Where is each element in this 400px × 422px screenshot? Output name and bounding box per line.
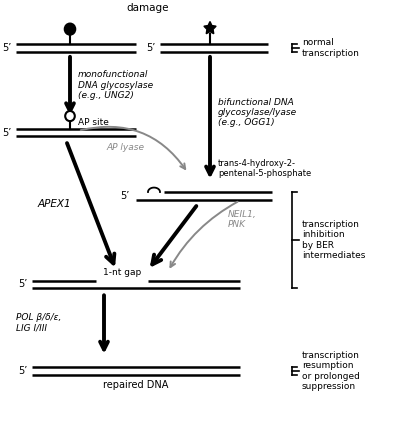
Text: bifunctional DNA
glycosylase/lyase
(e.g., OGG1): bifunctional DNA glycosylase/lyase (e.g.… (218, 97, 297, 127)
Text: POL β/δ/ε,
LIG I/III: POL β/δ/ε, LIG I/III (16, 313, 61, 332)
Text: 5’: 5’ (3, 127, 12, 138)
Polygon shape (204, 22, 216, 34)
Text: transcription
inhibition
by BER
intermediates: transcription inhibition by BER intermed… (302, 220, 365, 260)
Text: trans-4-hydroxy-2-
pentenal-5-phosphate: trans-4-hydroxy-2- pentenal-5-phosphate (218, 159, 311, 179)
Text: 5’: 5’ (19, 279, 28, 289)
Text: 5’: 5’ (19, 366, 28, 376)
Text: normal
transcription: normal transcription (302, 38, 360, 58)
Text: repaired DNA: repaired DNA (103, 380, 169, 390)
Text: NEIL1,
PNK: NEIL1, PNK (228, 210, 257, 229)
Text: AP site: AP site (78, 118, 109, 127)
Circle shape (64, 23, 76, 35)
Text: monofunctional
DNA glycosylase
(e.g., UNG2): monofunctional DNA glycosylase (e.g., UN… (78, 70, 153, 100)
Text: APEX1: APEX1 (38, 199, 72, 209)
Text: 5’: 5’ (3, 43, 12, 53)
Text: transcription
resumption
or prolonged
suppression: transcription resumption or prolonged su… (302, 351, 360, 391)
Text: 1-nt gap: 1-nt gap (103, 268, 141, 277)
Text: 5’: 5’ (121, 191, 130, 201)
Text: DNA base
damage: DNA base damage (122, 0, 174, 13)
Circle shape (65, 111, 75, 121)
Text: 5’: 5’ (147, 43, 156, 53)
Text: AP lyase: AP lyase (106, 143, 144, 152)
